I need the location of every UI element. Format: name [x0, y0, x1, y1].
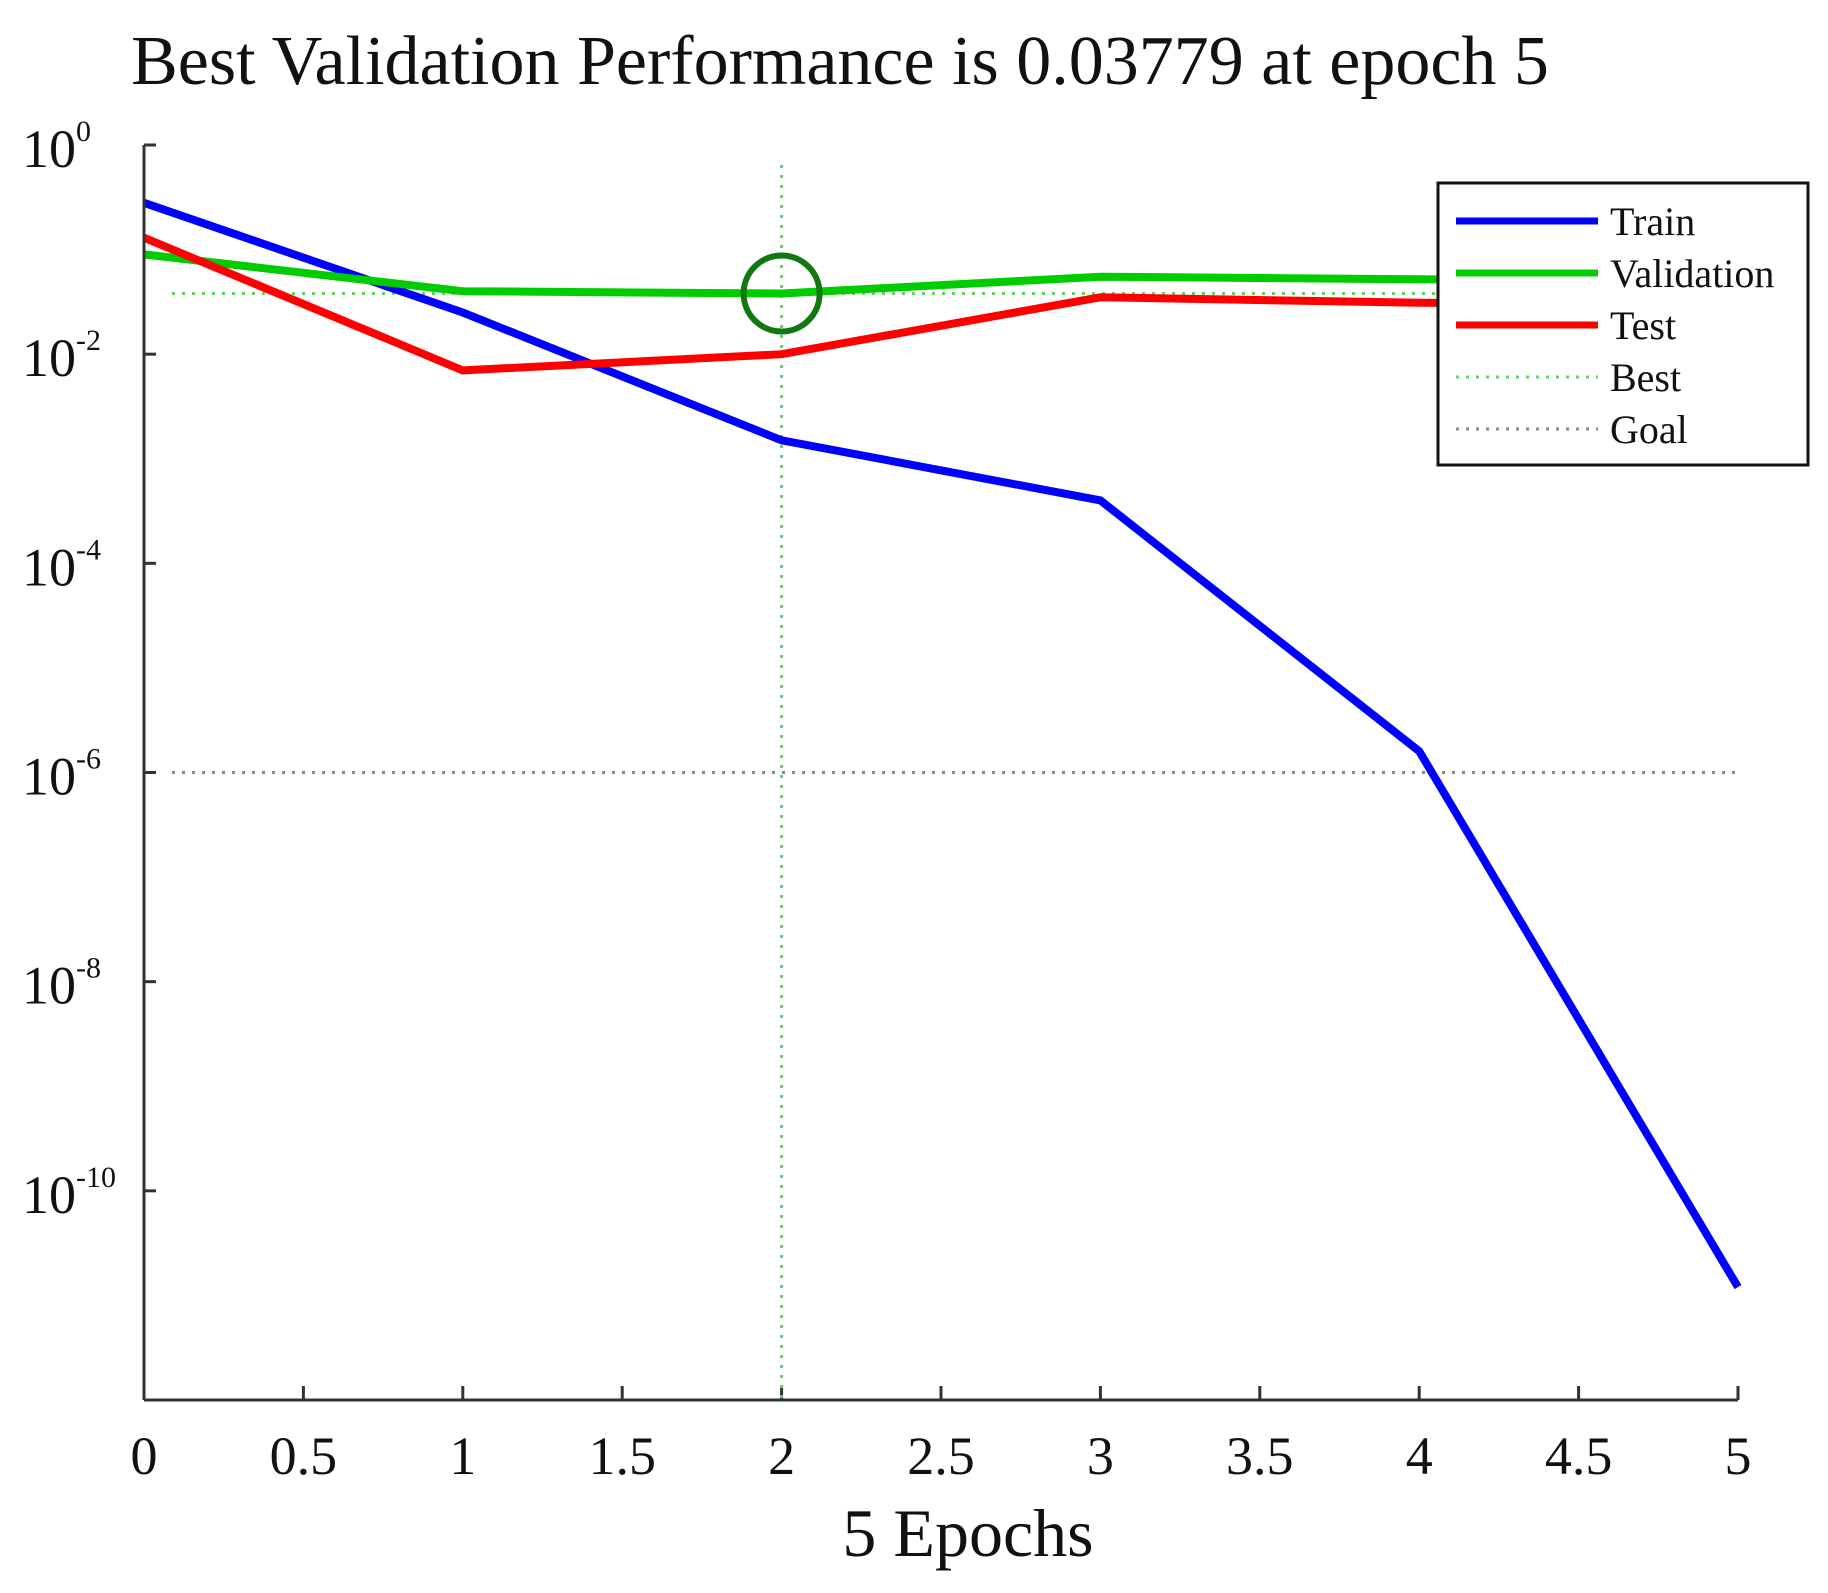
- y-tick-label: 10-2: [22, 324, 101, 388]
- x-tick-label: 2.5: [907, 1426, 975, 1486]
- axes: [142, 145, 1738, 1402]
- y-tick-label: 10-8: [22, 952, 101, 1016]
- chart-title: Best Validation Performance is 0.03779 a…: [131, 23, 1549, 100]
- legend-label-goal: Goal: [1610, 407, 1688, 452]
- legend-label-validation: Validation: [1610, 251, 1774, 296]
- x-tick-label: 4.5: [1545, 1426, 1613, 1486]
- y-tick-label: 10-10: [22, 1161, 116, 1225]
- y-tick-label: 100: [22, 115, 91, 179]
- y-tick-label: 10-6: [22, 743, 101, 807]
- x-tick-label: 3.5: [1226, 1426, 1294, 1486]
- y-tick-label: 10-4: [22, 533, 101, 597]
- reference-lines: [172, 165, 1738, 1400]
- series-line-train: [142, 199, 1742, 1290]
- x-tick-label: 4: [1406, 1426, 1433, 1486]
- x-tick-label: 1.5: [588, 1426, 656, 1486]
- x-tick-label: 5: [1725, 1426, 1752, 1486]
- x-axis-ticks: 0 0.5 1 1.5 2 2.5 3 3.5 4 4.5 5: [131, 1386, 1752, 1486]
- x-tick-label: 3: [1087, 1426, 1114, 1486]
- y-axis-ticks: 100 10-2 10-4 10-6 10-8 10-10: [22, 115, 156, 1225]
- x-tick-label: 2: [768, 1426, 795, 1486]
- legend: Train Validation Test Best Goal: [1436, 181, 1810, 467]
- legend-label-train: Train: [1610, 199, 1695, 244]
- legend-label-test: Test: [1610, 303, 1676, 348]
- legend-label-best: Best: [1610, 355, 1681, 400]
- best-marker-circle: [740, 252, 823, 335]
- x-tick-label: 0.5: [270, 1426, 338, 1486]
- x-tick-label: 0: [131, 1426, 158, 1486]
- x-axis-label: 5 Epochs: [842, 1495, 1093, 1571]
- x-tick-label: 1: [449, 1426, 476, 1486]
